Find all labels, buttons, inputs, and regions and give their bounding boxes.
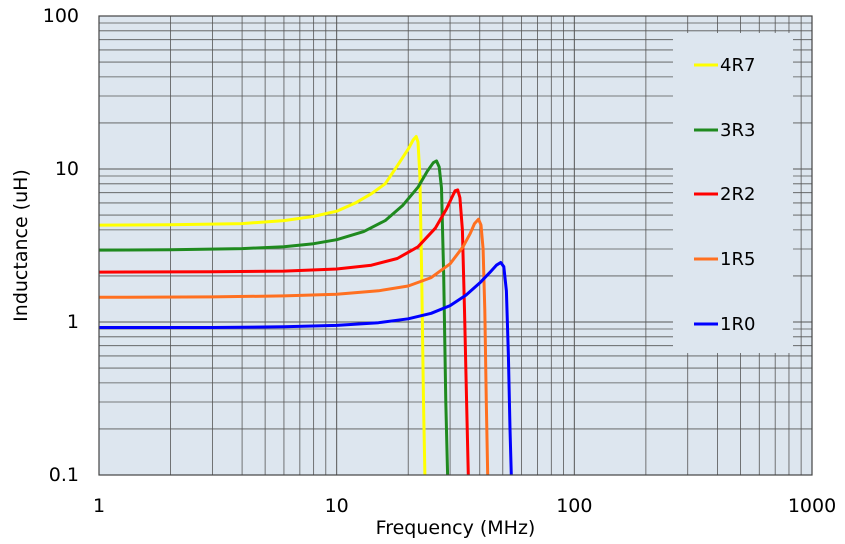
legend-background [673, 33, 793, 353]
series-line-2R2 [98, 188, 470, 476]
plot-frame [98, 15, 813, 476]
series-lines [98, 135, 513, 476]
x-tick-label: 1000 [788, 495, 836, 517]
y-tick-label: 0.1 [49, 464, 79, 486]
y-tick-label: 100 [43, 5, 79, 27]
x-tick-label: 1 [93, 495, 105, 517]
y-tick-labels: 0.1 1 10 100 [43, 5, 79, 486]
legend-box [673, 33, 793, 353]
x-axis-title: Frequency (MHz) [376, 517, 536, 539]
x-tick-label: 100 [556, 495, 592, 517]
legend-label-4R7: 4R7 [720, 55, 755, 76]
x-tick-label: 10 [325, 495, 349, 517]
y-tick-label: 1 [67, 311, 79, 333]
series-line-1R5 [98, 217, 490, 476]
y-tick-label: 10 [55, 158, 79, 180]
x-tick-labels: 1 10 100 1000 [93, 495, 836, 517]
series-line-1R0 [99, 261, 513, 476]
series-line-3R3 [98, 159, 450, 476]
legend-label-1R0: 1R0 [720, 314, 755, 335]
y-axis-title: Inductance (uH) [10, 169, 32, 322]
legend-label-3R3: 3R3 [720, 120, 755, 141]
legend-label-1R5: 1R5 [720, 249, 755, 270]
legend: 4R7 3R3 2R2 1R5 1R0 [694, 55, 755, 335]
legend-label-2R2: 2R2 [720, 184, 755, 205]
series-line-4R7 [98, 135, 427, 476]
